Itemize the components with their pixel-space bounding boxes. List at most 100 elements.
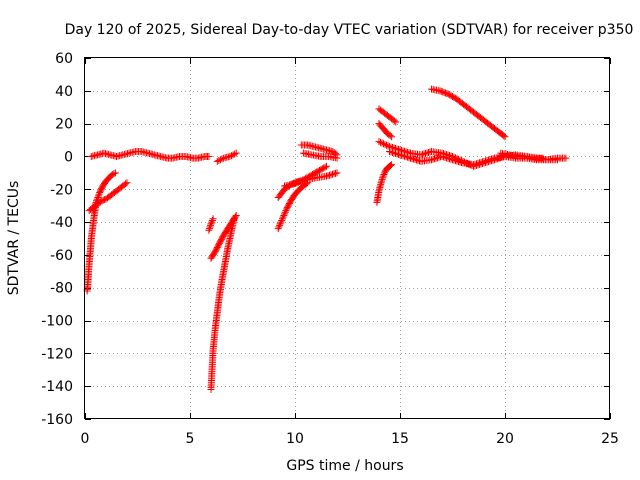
data-point	[229, 151, 237, 159]
series-arc-5b	[497, 149, 547, 162]
data-point	[379, 174, 387, 182]
data-layer	[83, 85, 570, 393]
x-tick-label: 15	[391, 431, 409, 447]
x-tick-label: 25	[601, 431, 619, 447]
data-point	[278, 215, 286, 223]
data-point	[205, 225, 213, 233]
data-point	[277, 218, 285, 226]
y-tick-label: -80	[50, 281, 73, 297]
data-point	[539, 154, 547, 162]
data-point	[375, 138, 383, 146]
data-point	[215, 157, 223, 165]
data-point	[388, 133, 396, 141]
data-point	[377, 138, 384, 146]
data-point	[321, 163, 329, 171]
y-tick-label: 60	[55, 51, 73, 67]
x-tick-label: 0	[81, 431, 90, 447]
data-point	[111, 169, 119, 177]
series-arc-3c	[281, 162, 330, 190]
data-point	[108, 171, 116, 179]
data-point	[323, 162, 330, 170]
data-point	[90, 203, 98, 211]
data-point	[333, 169, 341, 177]
data-point	[92, 200, 99, 208]
data-point	[208, 216, 216, 224]
series-arc-4a	[373, 161, 396, 206]
series-arc-2a	[207, 212, 240, 262]
tick-layer: -160 -140 -120 -100 -80 -60 -40 -20 0 20 40 60 0 5 10 1…	[41, 51, 619, 447]
data-point	[232, 149, 240, 157]
data-point	[501, 133, 509, 141]
series-arc-3d	[297, 141, 341, 159]
data-point	[94, 192, 102, 200]
data-point	[378, 175, 386, 183]
y-tick-label: -60	[50, 248, 73, 264]
series-arc-4c	[375, 105, 400, 126]
data-point	[280, 212, 288, 220]
data-point	[281, 210, 288, 218]
data-point	[383, 141, 390, 149]
series-drop-2	[207, 215, 238, 393]
data-point	[377, 179, 385, 187]
data-point	[93, 197, 101, 205]
data-point	[205, 226, 213, 234]
data-point	[93, 195, 101, 203]
data-point	[227, 152, 235, 160]
y-tick-label: 0	[64, 149, 73, 165]
data-point	[333, 154, 341, 162]
series-arc-2b	[213, 149, 240, 165]
y-axis-label: SDTVAR / TECUs	[6, 181, 22, 296]
y-tick-label: -140	[41, 379, 73, 395]
data-point	[232, 212, 240, 220]
y-tick-label: -160	[41, 412, 73, 428]
data-point	[278, 216, 286, 224]
data-point	[218, 155, 226, 163]
data-point	[91, 202, 99, 210]
data-point	[208, 218, 216, 226]
data-point	[388, 161, 396, 169]
grid-layer	[85, 58, 610, 419]
data-point	[226, 152, 234, 160]
data-point	[379, 172, 387, 180]
series-arc-5	[428, 85, 509, 141]
series-drop-1	[83, 203, 99, 295]
data-point	[276, 220, 284, 228]
series-arc-3e	[299, 149, 341, 162]
data-point	[562, 154, 570, 162]
data-point	[206, 223, 214, 231]
data-point	[231, 213, 239, 221]
x-tick-label: 10	[286, 431, 304, 447]
y-tick-label: -120	[41, 346, 73, 362]
data-point	[380, 171, 388, 179]
y-tick-label: 20	[55, 117, 73, 133]
data-point	[92, 198, 100, 206]
data-point	[213, 157, 221, 165]
series-short-1	[205, 215, 217, 234]
data-point	[378, 139, 386, 147]
series-arc-1b	[89, 169, 119, 215]
y-tick-label: -100	[41, 314, 73, 330]
data-point	[123, 179, 131, 187]
data-point	[110, 170, 118, 178]
data-point	[381, 140, 389, 148]
x-tick-label: 20	[496, 431, 514, 447]
data-point	[279, 213, 287, 221]
series-arc-3a	[274, 179, 312, 233]
data-point	[216, 156, 224, 164]
data-point	[380, 140, 387, 148]
data-point	[392, 118, 400, 126]
plot-frame	[84, 57, 610, 419]
data-point	[274, 225, 282, 233]
x-tick-label: 5	[186, 431, 195, 447]
y-tick-label: -20	[50, 182, 73, 198]
data-point	[207, 220, 215, 228]
data-point	[209, 215, 217, 223]
data-point	[95, 190, 103, 198]
data-point	[386, 132, 394, 140]
data-point	[282, 207, 290, 215]
data-point	[384, 142, 392, 150]
data-point	[554, 156, 561, 164]
data-point	[205, 152, 213, 160]
